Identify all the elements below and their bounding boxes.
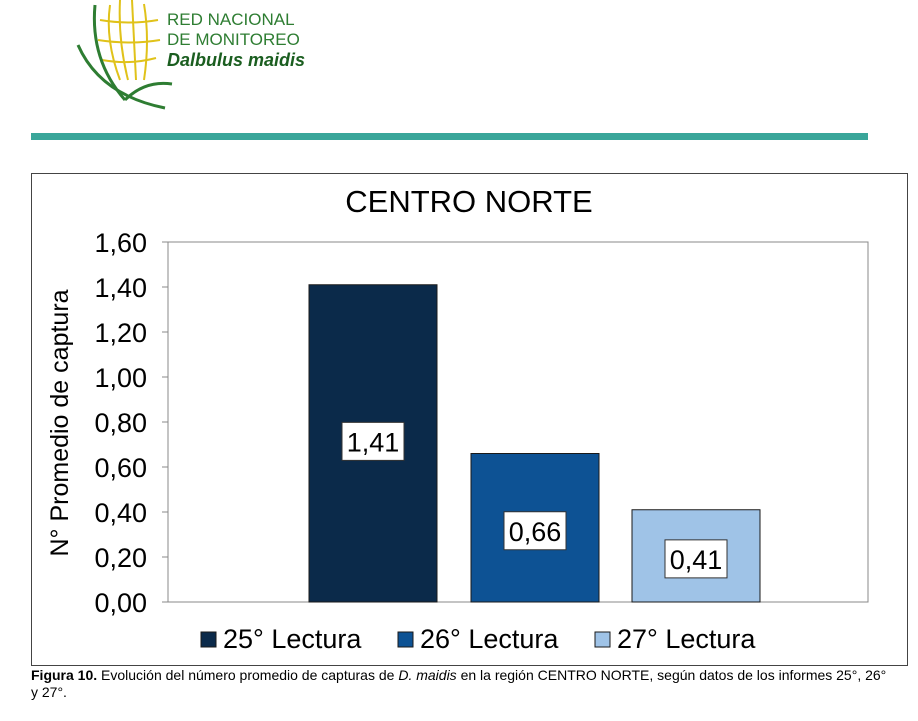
data-label: 0,41 [670,545,723,575]
header-divider [31,133,868,140]
logo: RED NACIONAL DE MONITOREO Dalbulus maidi… [70,0,370,118]
data-label-box [341,421,405,461]
data-label: 0,66 [509,517,562,547]
legend-swatch [594,631,611,648]
data-label: 1,41 [347,427,400,457]
caption-text-2: en la región CENTRO NORTE, según datos d… [31,667,887,700]
y-tick-label: 1,60 [94,228,147,258]
legend: 25° Lectura 26° Lectura 27° Lectura [200,624,756,654]
caption-bold: Figura 10. [31,667,98,683]
legend-swatch [200,631,217,648]
y-tick-label: 0,80 [94,408,147,438]
logo-line-3: Dalbulus maidis [167,50,306,70]
y-axis-label: N° Promedio de captura [46,289,74,556]
figure-caption: Figura 10. Evolución del número promedio… [31,667,891,701]
caption-italic: D. maidis [398,667,457,683]
y-tick-label: 1,40 [94,273,147,303]
corn-leaf-logo-icon [76,0,173,110]
chart-frame [31,173,908,666]
data-label-box [664,539,728,579]
data-label-box [503,511,567,551]
y-tick-label: 0,00 [94,588,147,618]
y-tick-label: 1,00 [94,363,147,393]
bar-chart: CENTRO NORTE N° Promedio de captura 0,00… [46,184,869,654]
y-tick-label: 0,40 [94,498,147,528]
legend-label: 25° Lectura [223,624,362,654]
logo-line-2: DE MONITOREO [167,30,300,49]
logo-line-1: RED NACIONAL [167,10,295,29]
y-tick-label: 1,20 [94,318,147,348]
caption-text-1: Evolución del número promedio de captura… [97,667,399,683]
legend-swatch [397,631,414,648]
chart-title: CENTRO NORTE [345,184,592,219]
y-tick-label: 0,60 [94,453,147,483]
legend-label: 26° Lectura [420,624,559,654]
y-tick-label: 0,20 [94,543,147,573]
plot-area: 0,00 0,20 0,40 0,60 0,80 1,00 1,20 1,40 1,60 1,41… [94,228,869,618]
legend-label: 27° Lectura [617,624,756,654]
